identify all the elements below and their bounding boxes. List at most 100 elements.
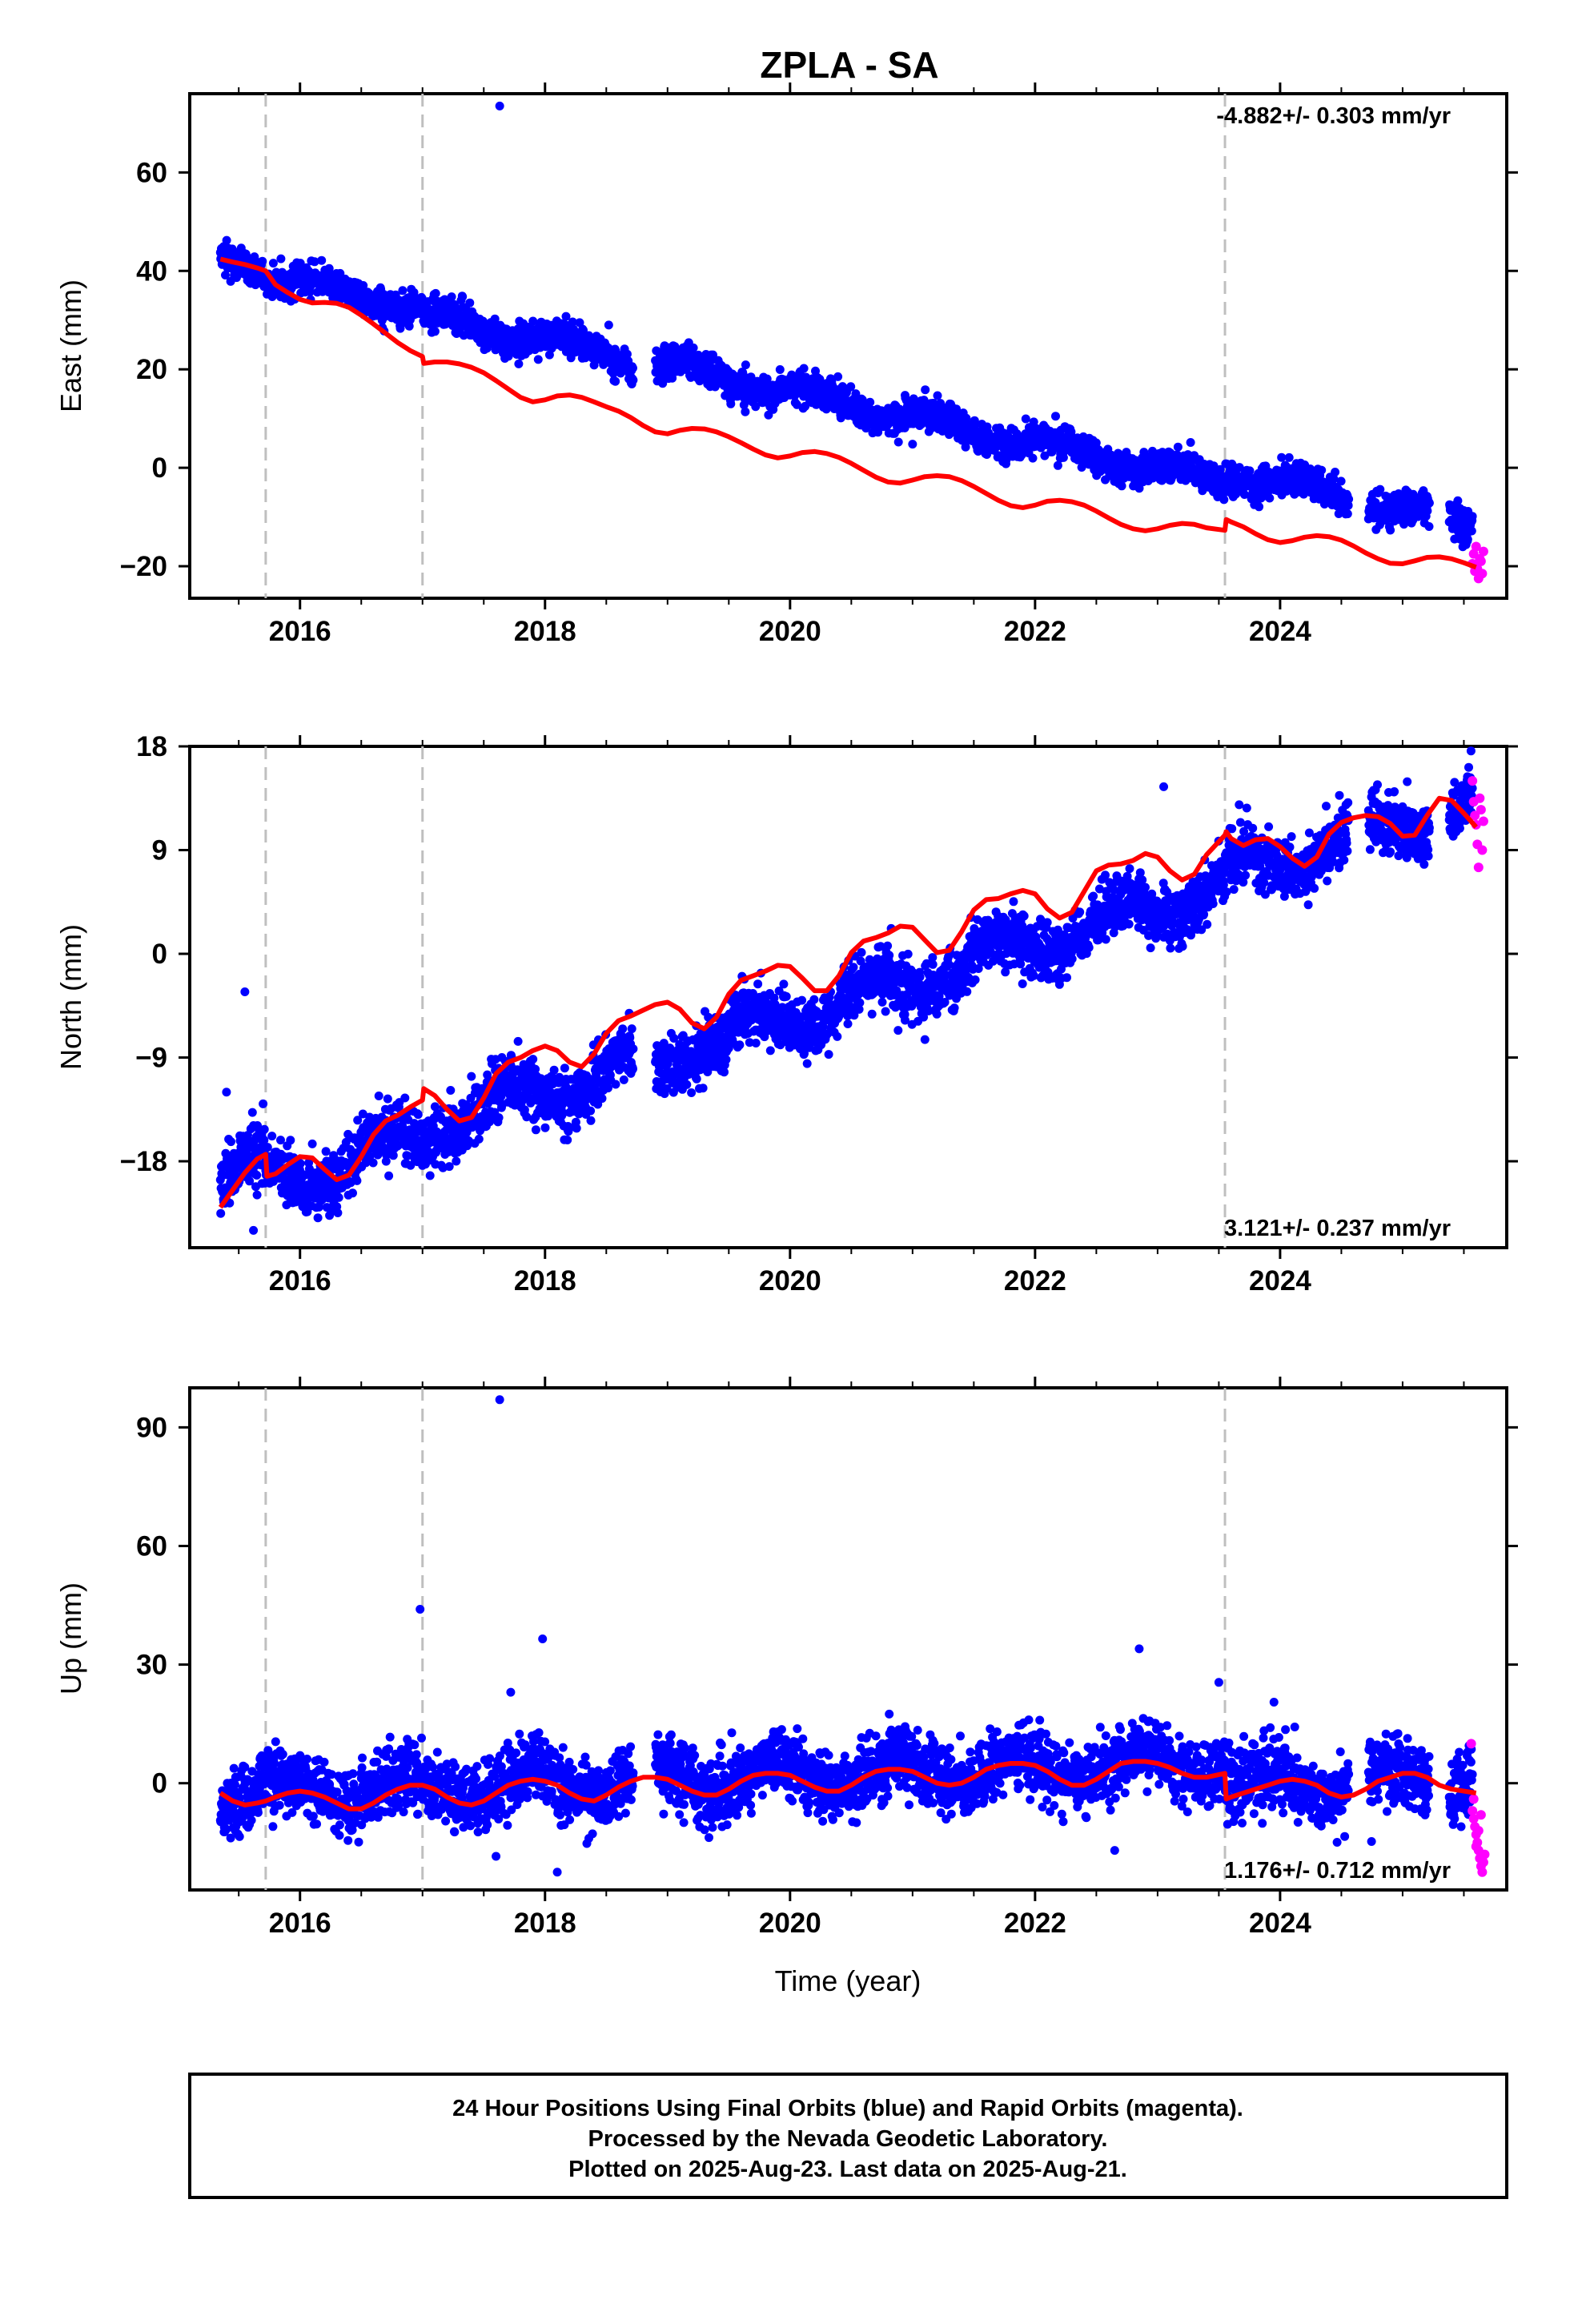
final-orbit-point: [1173, 442, 1182, 452]
final-orbit-point: [572, 1124, 581, 1133]
final-orbit-point: [579, 325, 588, 335]
final-orbit-point: [611, 376, 620, 386]
final-orbit-point: [563, 1136, 572, 1144]
final-orbit-point: [430, 327, 440, 336]
final-orbit-outlier: [596, 355, 605, 364]
final-orbit-point: [317, 255, 327, 265]
final-orbit-point: [628, 364, 637, 373]
x-tick-label: 2022: [1004, 616, 1066, 647]
final-orbit-point: [494, 1113, 504, 1123]
final-orbit-point: [746, 372, 756, 382]
y-tick-label: 9: [152, 835, 167, 866]
final-orbit-point: [561, 312, 571, 321]
final-orbit-point: [263, 1143, 272, 1152]
final-orbit-point: [921, 385, 930, 395]
final-orbit-point: [425, 1171, 435, 1180]
final-orbit-point: [258, 256, 267, 266]
final-orbit-point: [775, 365, 785, 374]
y-tick-label: 0: [152, 939, 167, 970]
final-orbit-point: [531, 1125, 540, 1135]
final-orbit-point: [528, 316, 538, 326]
final-orbit-point: [259, 1124, 269, 1134]
final-orbit-point: [528, 1055, 538, 1064]
final-orbit-point: [276, 254, 286, 263]
x-tick-label: 2020: [759, 616, 821, 647]
final-orbit-point: [533, 355, 543, 364]
final-orbit-point: [431, 288, 440, 298]
final-orbit-point: [458, 292, 468, 301]
final-orbit-point: [597, 1094, 607, 1104]
final-orbit-point: [751, 402, 761, 412]
final-orbit-point: [1255, 502, 1264, 512]
final-orbit-point: [413, 1110, 423, 1120]
final-orbit-point: [604, 1084, 612, 1093]
rapid-orbit-point: [1478, 546, 1488, 557]
final-orbit-point: [295, 259, 305, 268]
figure-title: ZPLA - SA: [760, 44, 938, 86]
final-orbit-point: [467, 1072, 476, 1081]
final-orbit-point: [307, 1139, 317, 1148]
final-orbit-point: [465, 298, 475, 308]
final-orbit-point: [1336, 476, 1346, 486]
final-orbit-point: [1424, 522, 1434, 531]
y-tick-label: −9: [135, 1043, 167, 1074]
y-tick-label: 20: [136, 354, 167, 385]
final-orbit-point: [628, 376, 638, 385]
final-orbit-point: [689, 343, 698, 352]
east-y-axis-label: East (mm): [54, 279, 87, 412]
final-orbit-point: [252, 1171, 262, 1180]
final-orbit-point: [268, 259, 278, 268]
final-orbit-point: [247, 1108, 257, 1117]
final-orbit-point: [409, 287, 419, 297]
x-tick-label: 2016: [269, 616, 331, 647]
final-orbit-point: [622, 349, 632, 359]
final-orbit-point: [447, 292, 456, 302]
final-orbit-point: [1245, 466, 1255, 476]
final-orbit-point: [658, 379, 668, 388]
final-orbit-point: [1424, 498, 1434, 508]
final-orbit-point: [586, 1116, 596, 1125]
final-orbit-point: [452, 1156, 461, 1166]
east-event-lines: [264, 94, 1227, 598]
final-orbit-point: [474, 1134, 484, 1144]
final-orbit-point: [490, 314, 500, 324]
final-orbit-point: [1453, 496, 1463, 505]
final-orbit-point: [1265, 493, 1275, 503]
final-orbit-point: [227, 1137, 235, 1147]
final-orbit-point: [1219, 495, 1229, 505]
final-orbit-point: [1051, 412, 1060, 421]
final-orbit-point: [310, 257, 319, 267]
final-orbit-point: [1463, 535, 1472, 544]
rapid-orbit-point: [1476, 556, 1486, 566]
final-orbit-point: [513, 1036, 523, 1046]
east-rate-label: -4.882+/- 0.303 mm/yr: [1216, 103, 1451, 129]
final-orbit-point: [549, 1065, 559, 1075]
final-orbit-outlier: [908, 440, 917, 449]
final-orbit-point: [1343, 509, 1352, 519]
final-orbit-point: [1277, 452, 1287, 462]
final-orbit-point: [1028, 453, 1038, 463]
final-orbit-point: [286, 1136, 295, 1145]
y-tick-label: 60: [136, 157, 167, 188]
x-tick-label: 2022: [1004, 1265, 1066, 1297]
final-orbit-point: [1468, 512, 1477, 521]
final-orbit-point: [1058, 452, 1068, 462]
final-orbit-point: [446, 1086, 456, 1095]
final-orbit-point: [221, 271, 230, 279]
final-orbit-outlier: [604, 320, 613, 330]
final-orbit-point: [252, 1190, 262, 1200]
final-orbit-point: [568, 317, 577, 327]
final-orbit-point: [333, 1208, 343, 1217]
final-orbit-point: [352, 1176, 362, 1185]
final-orbit-point: [321, 1147, 331, 1156]
y-tick-label: −18: [120, 1146, 167, 1177]
x-tick-label: 2020: [759, 1265, 821, 1297]
final-orbit-point: [833, 372, 843, 381]
final-orbit-point: [1423, 506, 1432, 516]
final-orbit-point: [619, 1075, 628, 1084]
final-orbit-point: [259, 1099, 268, 1108]
final-orbit-point: [933, 391, 942, 400]
